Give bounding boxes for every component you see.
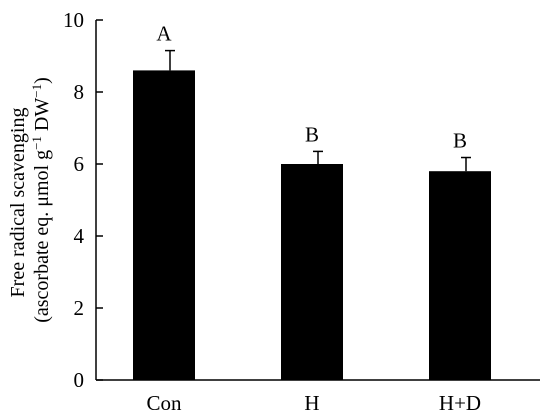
y-axis-label-sup1: −1 xyxy=(29,136,44,150)
x-tick-label: Con xyxy=(146,391,182,415)
y-tick-label: 6 xyxy=(74,152,85,176)
bar-h-d xyxy=(429,171,491,380)
y-axis-label-line2-pre: (ascorbate eq. μmol g xyxy=(31,150,53,323)
y-tick-label: 2 xyxy=(74,296,85,320)
bars xyxy=(133,70,491,381)
bar-con xyxy=(133,70,195,381)
y-tick-label: 8 xyxy=(74,80,85,104)
significance-label: B xyxy=(453,129,467,153)
x-tick-label: H xyxy=(304,391,319,415)
y-tick-label: 0 xyxy=(74,368,85,392)
y-axis-label-sup2: −1 xyxy=(29,84,44,98)
bar-h xyxy=(281,164,343,380)
y-axis-label-mid: DW xyxy=(31,98,53,136)
y-axis-label-line1: Free radical scavenging xyxy=(7,108,29,298)
y-ticks: 0 2 4 6 8 10 xyxy=(63,8,103,392)
y-tick-label: 10 xyxy=(63,8,84,32)
y-axis-label-line2: (ascorbate eq. μmol g−1 DW−1) xyxy=(29,77,54,323)
y-axis-label: Free radical scavenging (ascorbate eq. μ… xyxy=(7,77,53,323)
significance-label: B xyxy=(305,122,319,146)
x-tick-label: H+D xyxy=(439,391,481,415)
error-bars xyxy=(165,49,471,172)
significance-label: A xyxy=(156,22,172,46)
y-tick-label: 4 xyxy=(74,224,85,248)
significance-labels: A B B xyxy=(156,22,467,153)
y-axis-label-post: ) xyxy=(31,77,53,84)
